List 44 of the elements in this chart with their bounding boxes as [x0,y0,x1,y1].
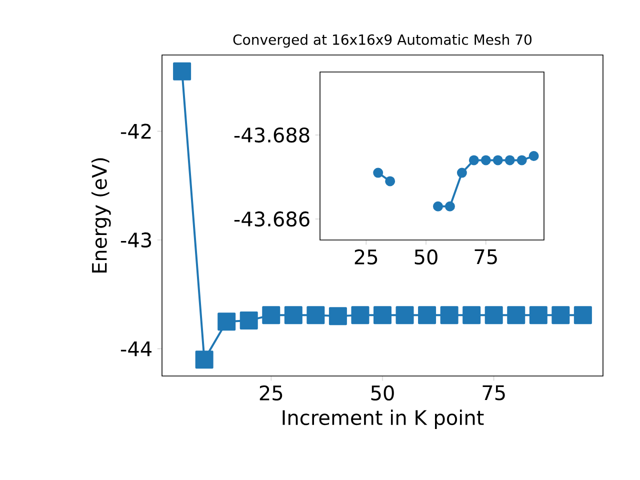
y-tick-label: -43.688 [234,127,310,143]
y-tick-label: -42 [120,124,151,139]
point [351,306,370,324]
x-tick-label: 25 [260,385,282,401]
point [507,306,526,324]
point [173,62,192,80]
point [373,168,384,178]
point [218,312,236,331]
x-tick-label: 75 [482,385,505,400]
point [373,306,392,324]
point [306,306,325,324]
point [418,306,436,324]
point [480,155,491,166]
point [240,312,258,330]
x-tick-label: 50 [371,385,394,401]
point [492,155,503,166]
point [456,168,467,178]
point [385,176,396,186]
point [444,201,455,212]
x-tick-label: 75 [474,249,497,264]
x-tick-label: 25 [354,249,378,265]
point [552,306,570,324]
chart-title: Converged at 16x16x9 Automatic Mesh 70 [233,34,532,48]
y-tick-label: -43 [120,232,152,248]
point [462,306,481,324]
point [396,306,414,324]
point [262,306,280,324]
point [284,306,302,324]
y-axis-title: Energy (eV) [91,158,111,273]
point [504,155,515,166]
x-tick-label: 50 [414,249,438,265]
point [432,201,443,212]
point [516,155,527,166]
x-axis-title: Increment in K point [282,410,484,430]
point [440,306,458,324]
y-tick-label: -44 [120,342,152,356]
point [468,155,479,166]
point [529,306,548,324]
point [328,307,347,326]
y-tick-label: -43.686 [234,211,310,227]
point [195,350,214,369]
point [484,306,503,324]
point [574,306,592,324]
point [528,151,539,162]
